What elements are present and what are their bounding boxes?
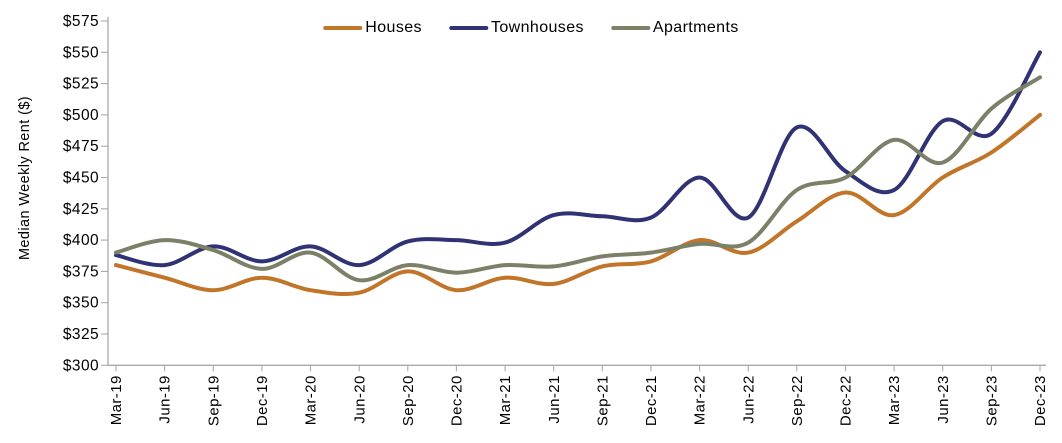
x-tick-label: Jun-19 — [157, 375, 174, 423]
y-tick-label: $500 — [63, 107, 99, 124]
x-tick-label: Mar-21 — [497, 375, 514, 425]
legend-label-houses: Houses — [365, 19, 422, 36]
y-tick-label: $425 — [63, 201, 99, 218]
apartments-line-swatch — [610, 25, 650, 31]
houses-series-line — [114, 112, 1042, 296]
x-tick-label: Mar-23 — [886, 375, 903, 425]
x-tick-label: Mar-20 — [303, 375, 320, 425]
legend: Houses Townhouses Apartments — [323, 19, 738, 37]
houses-line-swatch — [323, 25, 363, 31]
townhouses-line-swatch — [448, 25, 488, 31]
y-tick-label: $450 — [63, 170, 99, 187]
x-tick-label: Dec-21 — [643, 375, 660, 426]
x-tick-label: Sep-22 — [789, 375, 806, 426]
x-tick-label: Mar-22 — [692, 375, 709, 425]
x-tick-label: Jun-22 — [740, 375, 757, 423]
x-tick-label: Jun-21 — [546, 375, 563, 423]
y-tick-label: $475 — [63, 138, 99, 155]
y-tick-label: $575 — [63, 13, 99, 30]
legend-item-houses: Houses — [323, 19, 422, 37]
x-tick-label: Dec-23 — [1032, 375, 1049, 426]
y-axis-title: Median Weekly Rent ($) — [17, 95, 33, 261]
apartments-series-line — [114, 75, 1042, 283]
townhouses-series-line — [114, 50, 1042, 268]
x-tick-label: Dec-20 — [449, 375, 466, 426]
x-tick-label: Jun-23 — [935, 375, 952, 423]
x-tick-label: Sep-20 — [400, 375, 417, 426]
x-tick-label: Mar-19 — [108, 375, 125, 425]
legend-item-townhouses: Townhouses — [448, 19, 584, 37]
x-tick-label: Sep-21 — [594, 375, 611, 426]
y-tick-label: $350 — [63, 295, 99, 312]
x-tick-label: Jun-20 — [351, 375, 368, 423]
y-tick-label: $400 — [63, 232, 99, 249]
x-tick-label: Sep-23 — [984, 375, 1001, 426]
y-tick-label: $525 — [63, 76, 99, 93]
x-tick-label: Dec-22 — [838, 375, 855, 426]
legend-label-townhouses: Townhouses — [490, 19, 584, 36]
x-tick-label: Dec-19 — [254, 375, 271, 426]
y-tick-label: $325 — [63, 326, 99, 343]
legend-label-apartments: Apartments — [652, 19, 739, 36]
y-tick-label: $300 — [63, 357, 99, 374]
y-tick-label: $550 — [63, 44, 99, 61]
y-tick-label: $375 — [63, 263, 99, 280]
legend-item-apartments: Apartments — [610, 19, 739, 37]
x-tick-label: Sep-19 — [205, 375, 222, 426]
